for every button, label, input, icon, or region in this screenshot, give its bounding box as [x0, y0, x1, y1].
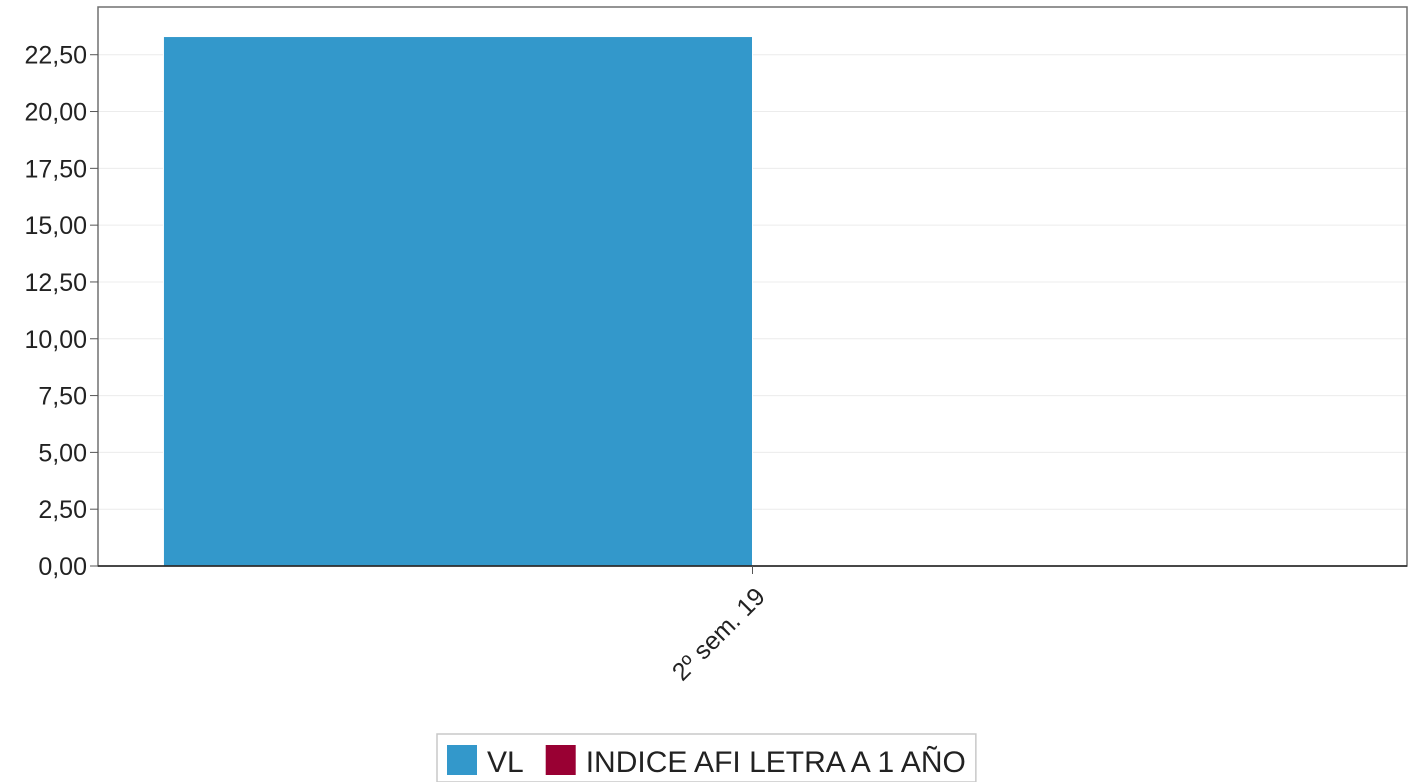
y-tick-label: 22,50: [24, 42, 87, 70]
y-tick-label: 5,00: [38, 439, 87, 467]
y-tick-label: 15,00: [24, 212, 87, 240]
y-tick-label: 7,50: [38, 383, 87, 411]
legend-box: [436, 733, 977, 782]
y-tick-label: 10,00: [24, 326, 87, 354]
y-tick-label: 2,50: [38, 496, 87, 524]
y-tick-label: 20,00: [24, 99, 87, 127]
x-category-label: 2º sem. 19: [667, 582, 771, 686]
legend: VL INDICE AFI LETRA A 1 AÑO: [436, 733, 977, 782]
y-tick-label: 0,00: [38, 553, 87, 581]
bars: [162, 36, 753, 567]
x-axis-ticks: 2º sem. 19: [667, 566, 771, 686]
legend-swatch: [447, 745, 477, 775]
bar-vl[interactable]: [162, 36, 753, 567]
y-tick-label: 12,50: [24, 269, 87, 297]
y-tick-label: 17,50: [24, 155, 87, 183]
legend-label: INDICE AFI LETRA A 1 AÑO: [586, 745, 966, 779]
legend-label: VL: [487, 746, 524, 779]
y-axis-ticks: 0,00 2,50 5,00 7,50 10,00 12,50 15,00 17,50 20,0…: [24, 42, 98, 581]
legend-swatch: [545, 745, 576, 775]
